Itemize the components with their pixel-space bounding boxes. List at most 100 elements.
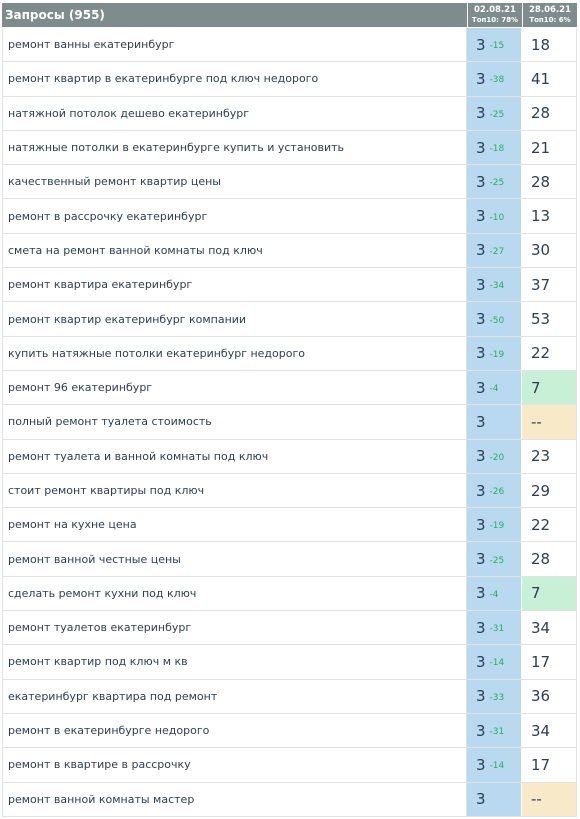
table-row[interactable]: смета на ремонт ванной комнаты под ключ 3… (2, 233, 577, 269)
table-row[interactable]: натяжной потолок дешево екатеринбург 3 -25… (2, 96, 577, 131)
table-row[interactable]: ремонт ванны екатеринбург 3 -15 18 (2, 28, 577, 63)
column-top10: Топ10: 78% (471, 15, 519, 24)
position-value: 3 (476, 721, 486, 740)
previous-position-cell: 34 (522, 611, 577, 645)
position-value: 3 (476, 618, 486, 637)
current-position-cell: 3 -20 (467, 439, 522, 473)
query-text[interactable]: ремонт туалета и ванной комнаты под ключ (2, 439, 467, 473)
previous-position-cell: 28 (522, 542, 577, 576)
table-row[interactable]: ремонт туалетов екатеринбург 3 -31 34 (2, 611, 577, 646)
table-row[interactable]: ремонт в рассрочку екатеринбург 3 -10 13 (2, 199, 577, 234)
query-text[interactable]: полный ремонт туалета стоимость (2, 405, 467, 439)
query-text[interactable]: ремонт ванной честные цены (2, 542, 467, 576)
position-value: 3 (476, 35, 486, 54)
query-text[interactable]: ремонт 96 екатеринбург (2, 370, 467, 405)
table-row[interactable]: сделать ремонт кухни под ключ 3 -4 7 (2, 576, 577, 612)
current-position-cell: 3 -14 (467, 645, 522, 679)
table-row[interactable]: ремонт квартир в екатеринбурге под ключ … (2, 62, 577, 97)
position-value: 3 (476, 69, 486, 88)
previous-position-cell: -- (522, 782, 577, 816)
previous-position-cell: 28 (522, 96, 577, 130)
query-text[interactable]: ремонт в рассрочку екатеринбург (2, 199, 467, 233)
query-text[interactable]: ремонт квартир под ключ м кв (2, 645, 467, 679)
query-text[interactable]: сделать ремонт кухни под ключ (2, 576, 467, 611)
current-position-cell: 3 -14 (467, 748, 522, 782)
query-text[interactable]: ремонт ванны екатеринбург (2, 28, 467, 62)
position-change: -19 (489, 349, 505, 360)
current-position-cell: 3 -19 (467, 508, 522, 542)
position-value: 3 (476, 584, 486, 603)
current-position-cell: 3 -18 (467, 130, 522, 165)
position-value: 3 (476, 652, 486, 671)
query-text[interactable]: екатеринбург квартира под ремонт (2, 679, 467, 713)
current-position-cell: 3 -31 (467, 611, 522, 645)
query-text[interactable]: качественный ремонт квартир цены (2, 165, 467, 199)
table-row[interactable]: купить натяжные потолки екатеринбург нед… (2, 336, 577, 371)
current-position-cell: 3 (467, 782, 522, 816)
table-row[interactable]: ремонт ванной комнаты мастер 3 -- (2, 782, 577, 817)
position-change: -20 (489, 452, 505, 463)
position-change: -33 (489, 692, 505, 703)
current-position-cell: 3 -4 (467, 370, 522, 405)
table-row[interactable]: ремонт квартир под ключ м кв 3 -14 17 (2, 645, 577, 680)
current-position-cell: 3 -27 (467, 233, 522, 268)
table-row[interactable]: ремонт 96 екатеринбург 3 -4 7 (2, 370, 577, 406)
current-position-cell: 3 -4 (467, 576, 522, 611)
query-text[interactable]: ремонт в квартире в рассрочку (2, 748, 467, 782)
query-text[interactable]: купить натяжные потолки екатеринбург нед… (2, 336, 467, 370)
table-row[interactable]: ремонт квартира екатеринбург 3 -34 37 (2, 268, 577, 303)
position-value: 3 (476, 104, 486, 123)
position-change: -14 (489, 761, 505, 772)
table-row[interactable]: ремонт квартир екатеринбург компании 3 -50… (2, 302, 577, 337)
table-row[interactable]: качественный ремонт квартир цены 3 -25 28 (2, 165, 577, 200)
current-position-cell: 3 -19 (467, 336, 522, 370)
previous-position-cell: 53 (522, 302, 577, 336)
table-row[interactable]: ремонт туалета и ванной комнаты под ключ… (2, 439, 577, 474)
previous-position-cell: 7 (522, 576, 577, 611)
table-row[interactable]: ремонт в квартире в рассрочку 3 -14 17 (2, 748, 577, 783)
previous-position-cell: 36 (522, 679, 577, 713)
queries-column-header[interactable]: Запросы (955) (5, 8, 105, 22)
query-text[interactable]: ремонт ванной комнаты мастер (2, 782, 467, 816)
position-change: -18 (489, 144, 505, 155)
position-change: -38 (489, 75, 505, 86)
current-position-cell: 3 -31 (467, 713, 522, 748)
query-text[interactable]: ремонт туалетов екатеринбург (2, 611, 467, 645)
current-position-cell: 3 -38 (467, 62, 522, 96)
position-change: -50 (489, 315, 505, 326)
position-value: 3 (476, 687, 486, 706)
table-row[interactable]: ремонт ванной честные цены 3 -25 28 (2, 542, 577, 577)
query-text[interactable]: ремонт квартира екатеринбург (2, 268, 467, 302)
query-text[interactable]: ремонт квартир екатеринбург компании (2, 302, 467, 336)
previous-position-cell: 22 (522, 508, 577, 542)
position-change: -25 (489, 178, 505, 189)
table-row[interactable]: екатеринбург квартира под ремонт 3 -33 36 (2, 679, 577, 714)
positions-table: Запросы (955) 02.08.21 Топ10: 78% 28.06.… (2, 3, 577, 817)
current-position-cell: 3 (467, 405, 522, 439)
date-column-header-current[interactable]: 02.08.21 Топ10: 78% (467, 3, 522, 27)
query-text[interactable]: ремонт в екатеринбурге недорого (2, 713, 467, 748)
query-text[interactable]: натяжные потолки в екатеринбурге купить … (2, 130, 467, 165)
previous-position-cell: 22 (522, 336, 577, 370)
date-column-header-previous[interactable]: 28.06.21 Топ10: 6% (522, 3, 577, 27)
position-value: 3 (476, 481, 486, 500)
position-change: -31 (489, 624, 505, 635)
table-row[interactable]: ремонт в екатеринбурге недорого 3 -31 34 (2, 713, 577, 749)
query-text[interactable]: стоит ремонт квартиры под ключ (2, 473, 467, 508)
table-row[interactable]: ремонт на кухне цена 3 -19 22 (2, 508, 577, 543)
previous-position-cell: -- (522, 405, 577, 439)
previous-position-cell: 17 (522, 748, 577, 782)
table-row[interactable]: стоит ремонт квартиры под ключ 3 -26 29 (2, 473, 577, 509)
position-value: 3 (476, 755, 486, 774)
previous-position-cell: 7 (522, 370, 577, 405)
column-date: 02.08.21 (474, 5, 516, 15)
query-text[interactable]: смета на ремонт ванной комнаты под ключ (2, 233, 467, 268)
position-value: 3 (476, 378, 486, 397)
table-row[interactable]: натяжные потолки в екатеринбурге купить … (2, 130, 577, 166)
query-text[interactable]: ремонт квартир в екатеринбурге под ключ … (2, 62, 467, 96)
query-text[interactable]: ремонт на кухне цена (2, 508, 467, 542)
query-text[interactable]: натяжной потолок дешево екатеринбург (2, 96, 467, 130)
previous-position-cell: 13 (522, 199, 577, 233)
table-row[interactable]: полный ремонт туалета стоимость 3 -- (2, 405, 577, 440)
current-position-cell: 3 -26 (467, 473, 522, 508)
